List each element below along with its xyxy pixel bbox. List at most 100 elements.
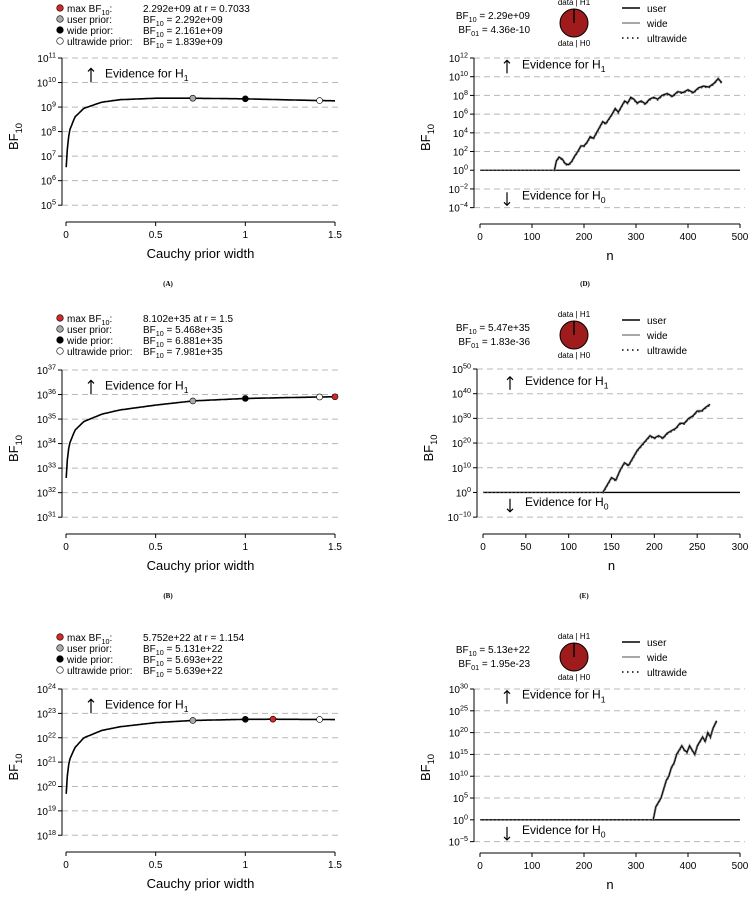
legend-label-wide: wide <box>646 653 668 664</box>
bf01-value: BF01 = 1.95e-23 <box>458 659 530 672</box>
y-tick-label: 106 <box>41 173 56 188</box>
evidence-arrow-up <box>87 379 95 395</box>
user-prior-point <box>189 397 197 405</box>
arrow-head <box>506 508 514 513</box>
y-axis-title: BF10 <box>6 435 24 462</box>
pie-label-h1: data | H1 <box>558 632 591 641</box>
y-tick-label: 106 <box>453 107 468 122</box>
x-axis-title: Cauchy prior width <box>147 876 255 891</box>
x-axis-title: n <box>606 877 613 892</box>
y-tick-label: 1011 <box>37 51 56 66</box>
y-tick-label: 1015 <box>449 747 468 762</box>
legend-value: BF10 = 2.292e+09 <box>143 15 223 28</box>
ultrawide-series <box>652 721 718 821</box>
arrow-head <box>503 836 511 841</box>
y-tick-label: 104 <box>453 125 468 140</box>
y-tick-label: 1020 <box>37 779 56 794</box>
x-axis-title: Cauchy prior width <box>147 246 255 261</box>
evidence-arrow-up <box>87 698 95 714</box>
panel-caption: (B) <box>163 592 173 600</box>
x-tick-label: 1 <box>243 230 249 241</box>
x-tick-label: 300 <box>628 232 645 243</box>
x-tick-label: 400 <box>680 861 697 872</box>
y-tick-label: 1035 <box>37 412 56 427</box>
y-tick-label: 1050 <box>452 362 471 377</box>
bf-curve <box>65 97 335 168</box>
legend-label-user: user <box>647 316 667 327</box>
x-tick-label: 1 <box>243 860 249 871</box>
y-tick-label: 1018 <box>37 828 56 843</box>
bf-curve <box>65 718 335 794</box>
evidence-arrow-down <box>506 498 514 513</box>
x-tick-label: 200 <box>646 542 663 553</box>
x-tick-label: 1.5 <box>328 230 342 241</box>
ultrawide-prior-point <box>316 97 323 104</box>
bf10-value: BF10 = 5.13e+22 <box>456 645 531 658</box>
x-tick-label: 0 <box>477 232 483 243</box>
evidence-arrow-up <box>503 689 511 704</box>
user-series <box>602 403 711 493</box>
wide-series <box>553 76 723 171</box>
legend-label: ultrawide prior: <box>67 666 133 677</box>
y-tick-label: 107 <box>41 149 56 164</box>
evidence-h1-label: Evidence for H1 <box>525 374 609 391</box>
panel-d: 10−4 10−2 100 102 104 106 108 1010 1012 0 100 200 30… <box>418 0 749 288</box>
x-axis-title: n <box>606 248 613 263</box>
arrow-head <box>506 375 514 381</box>
panel-b: 1031 1032 1033 1034 1035 1036 1037 0 0.5 1 1.5 Cauc… <box>6 314 342 600</box>
legend-value: BF10 = 1.839e+09 <box>143 37 223 50</box>
legend-marker <box>56 26 64 34</box>
legend-label-user: user <box>647 638 667 649</box>
y-tick-label: 1031 <box>37 510 56 525</box>
x-tick-label: 0 <box>477 861 483 872</box>
x-tick-label: 100 <box>560 542 577 553</box>
legend-label: wide prior: <box>66 26 113 37</box>
max-prior-point <box>331 393 339 401</box>
bf01-value: BF01 = 1.83e-36 <box>458 337 530 350</box>
wide-prior-point <box>242 395 249 402</box>
x-axis-title: Cauchy prior width <box>147 558 255 573</box>
y-tick-label: 108 <box>453 88 468 103</box>
x-tick-label: 0 <box>480 542 486 553</box>
panel-a: 105 106 107 108 109 1010 1011 0 0.5 1 1.5 Cauchy pr… <box>6 4 342 288</box>
pie-label-h1: data | H1 <box>558 0 591 7</box>
legend-marker <box>56 347 64 355</box>
x-tick-label: 0 <box>63 542 69 553</box>
wide-prior-point <box>242 95 249 103</box>
y-tick-label: 100 <box>453 163 468 178</box>
x-tick-label: 150 <box>603 542 620 553</box>
legend-value: BF10 = 7.981e+35 <box>143 347 223 360</box>
legend-value: 8.102e+35 at r = 1.5 <box>143 314 234 325</box>
legend-value: BF10 = 5.693e+22 <box>143 655 223 668</box>
legend-label: wide prior: <box>66 336 113 347</box>
y-tick-label: 105 <box>41 198 56 213</box>
legend-value: BF10 = 5.468e+35 <box>143 325 223 338</box>
y-axis-title: BF10 <box>418 754 436 781</box>
evidence-arrow-up <box>506 375 514 390</box>
x-tick-label: 0 <box>63 860 69 871</box>
y-tick-label: 10−2 <box>449 181 468 196</box>
legend-label-wide: wide <box>646 331 668 342</box>
y-tick-label: 1032 <box>37 485 56 500</box>
x-tick-label: 300 <box>628 861 645 872</box>
evidence-arrow-up <box>503 59 511 74</box>
y-tick-label: 100 <box>453 812 468 827</box>
y-tick-label: 1030 <box>449 682 468 697</box>
y-tick-label: 10−4 <box>449 200 468 215</box>
y-tick-label: 1036 <box>37 387 56 402</box>
legend-marker <box>56 325 64 333</box>
y-axis-title: BF10 <box>418 124 436 151</box>
user-prior-point <box>189 717 197 724</box>
legend-marker <box>56 666 64 674</box>
evidence-h1-label: Evidence for H1 <box>105 378 189 395</box>
legend-marker <box>56 37 64 45</box>
evidence-arrow-down <box>503 826 511 841</box>
user-series <box>553 77 723 171</box>
legend-value: BF10 = 6.881e+35 <box>143 336 223 349</box>
evidence-h1-label: Evidence for H1 <box>105 66 189 83</box>
ultrawide-prior-point <box>316 393 323 401</box>
legend-marker <box>56 633 64 641</box>
y-tick-label: 1040 <box>452 386 471 401</box>
arrow-head <box>87 698 95 703</box>
y-tick-label: 1010 <box>449 69 468 84</box>
